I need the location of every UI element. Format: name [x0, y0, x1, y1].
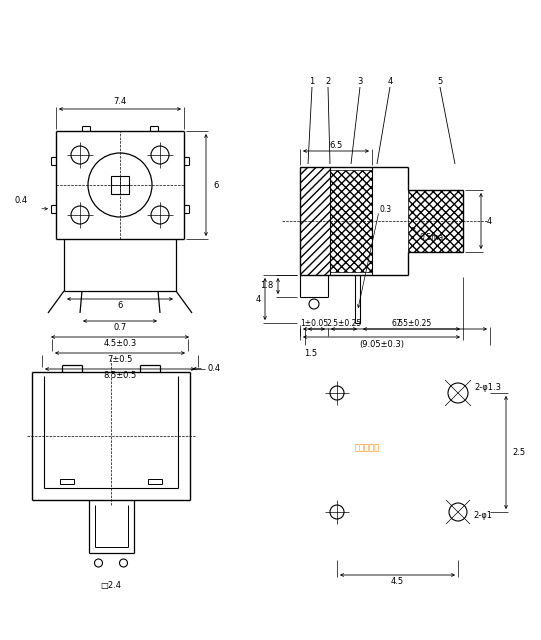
Text: 1.5: 1.5	[304, 349, 317, 358]
Text: 1.8: 1.8	[260, 282, 273, 291]
Bar	[300, 167, 330, 275]
Text: □2.4: □2.4	[101, 581, 122, 590]
Bar	[60, 479, 74, 484]
Text: 7.4: 7.4	[114, 97, 127, 106]
Text: 2: 2	[325, 77, 331, 86]
Text: 6: 6	[213, 180, 219, 189]
Bar	[330, 170, 372, 272]
Bar	[111, 176, 129, 194]
Text: 0.5max: 0.5max	[420, 232, 448, 241]
Text: 2-φ1.3: 2-φ1.3	[474, 383, 501, 392]
Text: 0.3: 0.3	[380, 205, 392, 214]
Text: 3: 3	[357, 77, 362, 86]
Bar	[408, 190, 463, 252]
Text: 1: 1	[309, 77, 315, 86]
Text: 6: 6	[117, 301, 123, 310]
Text: 2.5±0.25: 2.5±0.25	[326, 319, 361, 328]
Text: 0.4: 0.4	[15, 196, 28, 205]
Text: 4: 4	[487, 216, 492, 225]
Text: 4: 4	[387, 77, 393, 86]
Text: 0.7: 0.7	[114, 323, 127, 333]
Text: 2.5: 2.5	[512, 448, 525, 457]
Text: 8.5±0.5: 8.5±0.5	[103, 371, 137, 381]
Text: 4.5: 4.5	[391, 577, 404, 586]
Text: 5: 5	[437, 77, 443, 86]
Text: 6.5: 6.5	[329, 141, 342, 150]
Text: 4: 4	[256, 294, 261, 303]
Text: 4.5±0.3: 4.5±0.3	[103, 339, 137, 349]
Text: 7±0.5: 7±0.5	[107, 355, 133, 365]
Text: (9.05±0.3): (9.05±0.3)	[359, 340, 404, 349]
Bar	[148, 479, 162, 484]
Text: 0.4: 0.4	[208, 364, 221, 373]
Text: 6.55±0.25: 6.55±0.25	[391, 319, 432, 328]
Text: 安装尺寸：: 安装尺寸：	[355, 443, 380, 452]
Text: 7: 7	[395, 319, 400, 328]
Text: 1±0.05: 1±0.05	[300, 319, 328, 328]
Text: 2-φ1: 2-φ1	[473, 511, 492, 520]
